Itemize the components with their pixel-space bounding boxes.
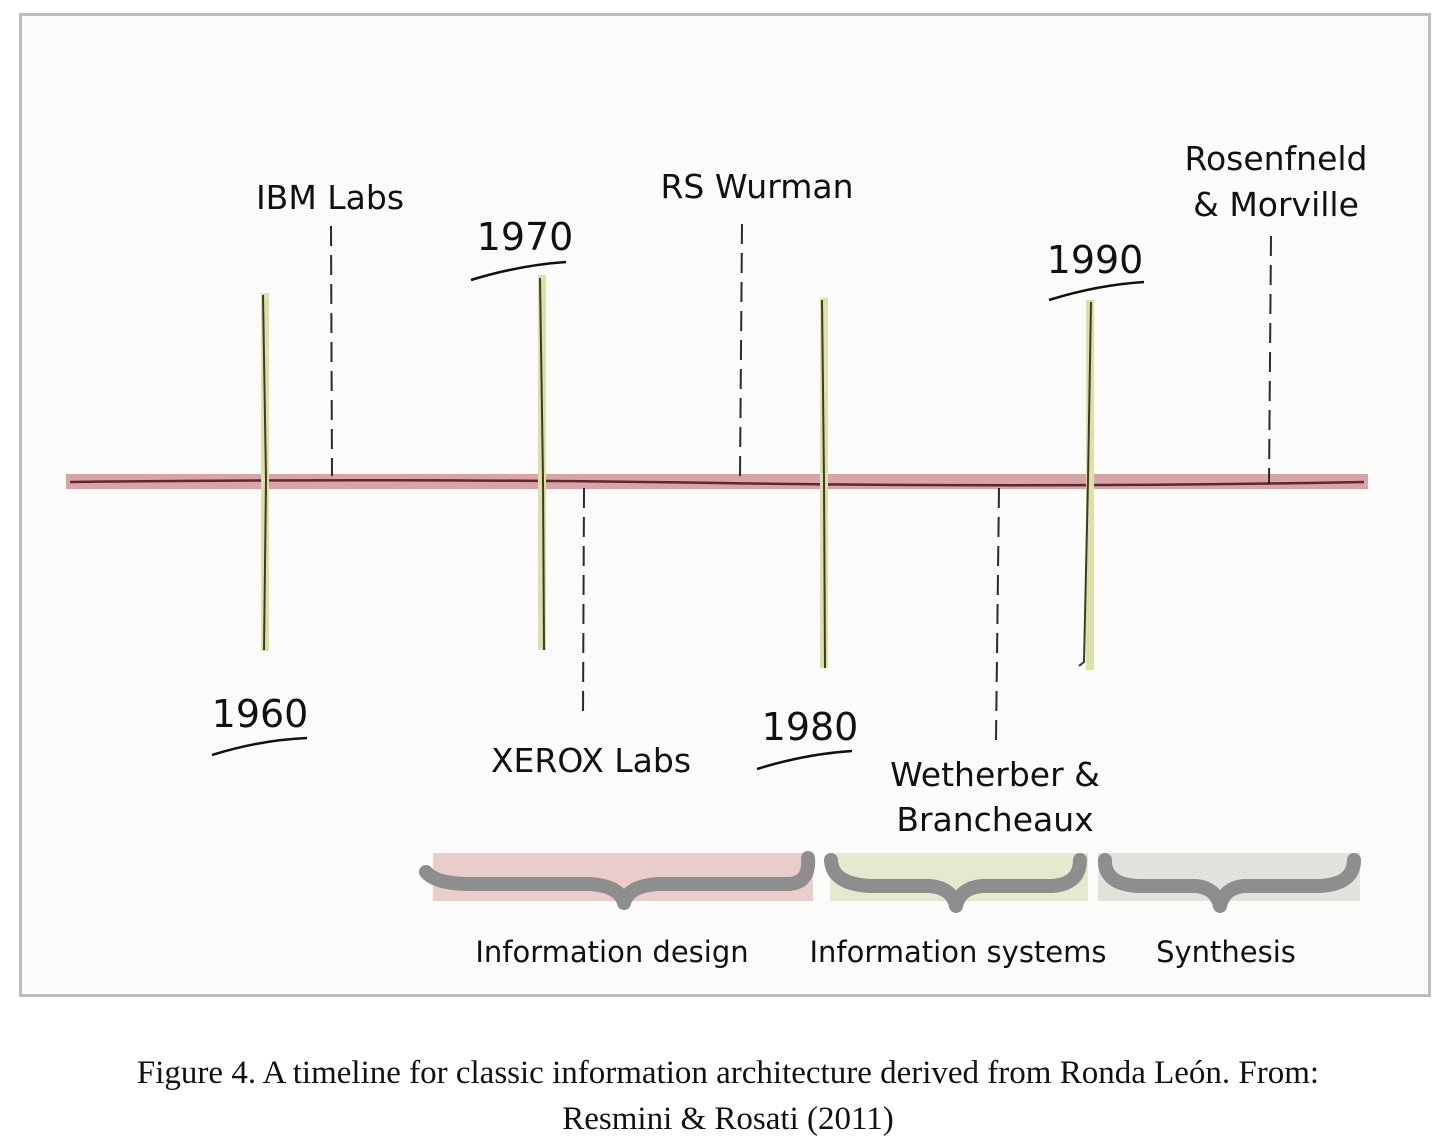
decade-label-1980: 1980 bbox=[762, 705, 859, 749]
event-dashed-line-ibm bbox=[330, 225, 333, 477]
brace-information-systems bbox=[824, 853, 1087, 913]
timeline-diagram: 1960 1970 1980 1990 IBM Labs XEROX Labs … bbox=[66, 139, 1368, 969]
brace-information-design bbox=[419, 851, 816, 910]
event-label-brancheaux: Brancheaux bbox=[896, 800, 1093, 839]
caption-line-1: Figure 4. A timeline for classic informa… bbox=[136, 1055, 1320, 1091]
event-rs-wurman: RS Wurman bbox=[660, 167, 854, 479]
brace-synthesis bbox=[1098, 853, 1361, 913]
decade-marker-1970: 1970 bbox=[470, 215, 574, 651]
event-wetherber-brancheaux: Wetherber & Brancheaux bbox=[890, 487, 1100, 839]
phase-label-information-design: Information design bbox=[475, 935, 748, 969]
event-ibm-labs: IBM Labs bbox=[256, 178, 404, 477]
event-label-morville: & Morville bbox=[1193, 185, 1359, 224]
phase-information-design: Information design bbox=[419, 851, 816, 969]
time-axis bbox=[66, 474, 1368, 489]
event-label-rs-wurman: RS Wurman bbox=[660, 167, 853, 206]
phase-synthesis: Synthesis bbox=[1098, 853, 1361, 969]
decade-label-1960: 1960 bbox=[212, 692, 309, 736]
decade-line-1990 bbox=[1086, 300, 1094, 670]
decade-underline-1970 bbox=[470, 260, 567, 282]
event-label-xerox-labs: XEROX Labs bbox=[491, 741, 691, 780]
phase-information-systems: Information systems bbox=[809, 853, 1107, 969]
decade-label-1970: 1970 bbox=[477, 215, 574, 259]
event-label-rosenfneld: Rosenfneld bbox=[1185, 139, 1368, 178]
time-axis-line bbox=[69, 478, 1365, 487]
event-dashed-line-xerox bbox=[582, 487, 585, 717]
decade-underline-1960 bbox=[211, 736, 308, 757]
event-label-ibm-labs: IBM Labs bbox=[256, 178, 404, 217]
decade-stroke-1990 bbox=[1078, 301, 1092, 667]
caption-line-2: Resmini & Rosati (2011) bbox=[562, 1101, 894, 1137]
event-dashed-line-wurman bbox=[739, 223, 743, 479]
event-label-wetherber: Wetherber & bbox=[890, 755, 1100, 794]
figure-caption: Figure 4. A timeline for classic informa… bbox=[40, 1050, 1416, 1142]
event-dashed-line-rosenfeld bbox=[1268, 235, 1272, 485]
decade-stroke-1960 bbox=[262, 294, 268, 651]
phase-label-information-systems: Information systems bbox=[809, 935, 1106, 969]
decade-underline-1980 bbox=[756, 749, 853, 771]
decade-underline-1990 bbox=[1048, 280, 1145, 302]
figure-frame bbox=[19, 13, 1431, 997]
decade-marker-1980: 1980 bbox=[756, 298, 859, 771]
event-xerox-labs: XEROX Labs bbox=[491, 487, 691, 780]
event-rosenfeld-morville: Rosenfneld & Morville bbox=[1185, 139, 1368, 485]
decade-stroke-1980 bbox=[821, 299, 826, 669]
decade-marker-1990: 1990 bbox=[1047, 238, 1145, 670]
phase-label-synthesis: Synthesis bbox=[1156, 935, 1296, 969]
event-dashed-line-wetherber bbox=[995, 487, 1000, 741]
decade-marker-1960: 1960 bbox=[211, 293, 309, 757]
decade-stroke-1970 bbox=[539, 277, 545, 651]
decade-label-1990: 1990 bbox=[1047, 238, 1144, 282]
